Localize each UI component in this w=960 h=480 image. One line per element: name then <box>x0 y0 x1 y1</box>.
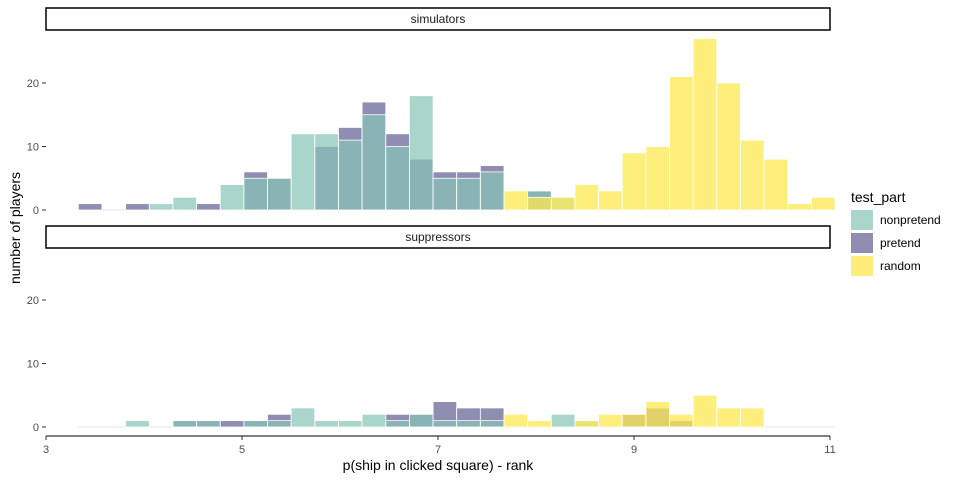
bar-random <box>645 146 670 211</box>
bar-nonpretend <box>385 420 410 428</box>
bar-random <box>574 184 599 211</box>
panel-suppressors-y-axis: 0 10 20 <box>27 295 46 434</box>
x-axis: 3 5 7 9 11 <box>43 436 836 456</box>
bar-nonpretend <box>409 95 434 211</box>
bar-pretend <box>77 203 103 211</box>
strip-suppressors-label: suppressors <box>405 230 470 244</box>
legend-items: nonpretend pretend random <box>851 210 941 276</box>
bar-nonpretend <box>432 177 458 211</box>
bar-nonpretend <box>148 203 174 211</box>
bar-random <box>692 394 718 428</box>
bar-random <box>787 203 812 211</box>
x-tick-label: 9 <box>631 444 637 456</box>
bar-pretend <box>219 420 245 428</box>
bar-random <box>669 76 694 211</box>
bar-random <box>740 407 765 428</box>
bar-nonpretend <box>550 413 576 428</box>
x-tick-label: 11 <box>824 444 835 456</box>
bar-pretend <box>196 203 221 211</box>
legend-key-random <box>851 256 873 276</box>
bar-random <box>669 413 694 428</box>
y-tick-label: 0 <box>33 422 39 434</box>
bar-random <box>716 82 741 211</box>
x-tick-label: 5 <box>239 444 245 456</box>
bar-random <box>527 196 552 211</box>
bar-nonpretend <box>479 420 505 428</box>
bar-nonpretend <box>196 420 221 428</box>
bar-random <box>621 152 647 211</box>
panel-simulators-bars <box>77 38 836 211</box>
panel-simulators-y-axis: 0 10 20 <box>27 78 46 217</box>
y-tick-label: 20 <box>27 295 39 307</box>
bar-nonpretend <box>290 407 316 428</box>
y-axis-title: number of players <box>7 172 23 284</box>
bar-random <box>503 190 529 211</box>
bar-random <box>574 420 599 428</box>
bar-random <box>645 401 670 428</box>
bar-nonpretend <box>267 420 292 428</box>
bar-random <box>598 190 623 211</box>
bar-nonpretend <box>432 420 458 428</box>
bar-random <box>527 420 552 428</box>
x-axis-title: p(ship in clicked square) - rank <box>343 457 535 473</box>
bar-nonpretend <box>219 184 245 211</box>
bar-pretend <box>125 203 150 211</box>
bar-nonpretend <box>290 133 316 211</box>
bar-nonpretend <box>361 114 387 211</box>
bar-nonpretend <box>409 413 434 428</box>
bar-random <box>740 139 765 211</box>
bar-random <box>598 413 623 428</box>
bar-nonpretend <box>338 420 363 428</box>
x-tick-label: 3 <box>43 444 49 456</box>
bar-nonpretend <box>456 420 481 428</box>
legend-label-pretend: pretend <box>880 236 921 250</box>
bar-random <box>550 196 576 211</box>
bar-nonpretend <box>243 177 268 211</box>
bar-nonpretend <box>314 420 339 428</box>
legend-label-random: random <box>880 259 921 273</box>
bar-random <box>811 196 836 211</box>
bar-random <box>763 158 789 211</box>
y-tick-label: 10 <box>27 142 39 154</box>
legend-key-nonpretend <box>851 210 873 230</box>
bar-nonpretend <box>385 146 410 211</box>
bar-nonpretend <box>243 420 268 428</box>
y-tick-label: 10 <box>27 359 39 371</box>
bar-nonpretend <box>361 413 387 428</box>
bar-nonpretend <box>314 133 339 211</box>
y-tick-label: 20 <box>27 78 39 90</box>
strip-simulators-bg <box>45 7 831 31</box>
legend-title: test_part <box>851 189 906 205</box>
bar-random <box>503 413 529 428</box>
legend-key-pretend <box>851 233 873 253</box>
strip-simulators-label: simulators <box>411 12 466 26</box>
panel-suppressors-bars <box>78 394 836 428</box>
bar-random <box>716 407 741 428</box>
bar-nonpretend <box>267 177 292 211</box>
bar-nonpretend <box>479 171 505 211</box>
bar-nonpretend <box>172 196 197 211</box>
legend: test_part nonpretend pretend random <box>851 189 941 276</box>
y-tick-label: 0 <box>33 205 39 217</box>
legend-label-nonpretend: nonpretend <box>880 213 941 227</box>
bar-nonpretend <box>456 177 481 211</box>
bar-random <box>621 413 647 428</box>
strip-suppressors-bg <box>45 225 831 249</box>
bar-random <box>692 38 718 211</box>
bar-nonpretend <box>125 420 150 428</box>
bar-nonpretend <box>172 420 197 428</box>
x-tick-label: 7 <box>435 444 441 456</box>
bar-nonpretend <box>338 139 363 211</box>
